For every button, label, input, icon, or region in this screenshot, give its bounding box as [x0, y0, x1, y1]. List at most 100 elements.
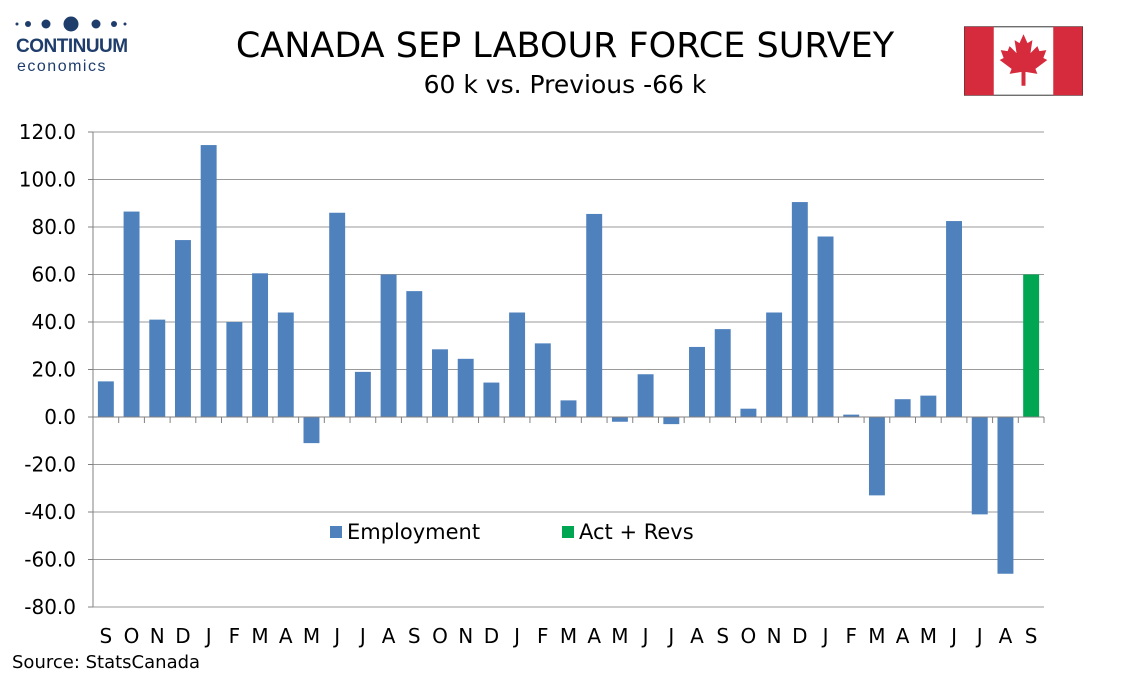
employment-bar: [174, 240, 191, 417]
y-axis-ticks: -80.0 -60.0 -40.0 -20.0 0.0 20.0 40.0 60.0 80.0 1…: [19, 120, 76, 619]
employment-bar: [149, 319, 166, 417]
x-tick-label: N: [767, 624, 782, 648]
employment-bar: [586, 213, 603, 417]
employment-bar: [663, 417, 680, 425]
legend-swatch: [330, 526, 342, 538]
employment-bar: [740, 408, 757, 417]
x-tick-label: D: [484, 624, 499, 648]
employment-bar: [689, 346, 705, 417]
x-tick-label: S: [1025, 624, 1038, 648]
employment-bar: [946, 221, 963, 417]
employment-bar: [894, 399, 911, 417]
x-tick-label: A: [999, 624, 1013, 648]
y-tick-label: 120.0: [19, 120, 76, 144]
source-note: Source: StatsCanada: [12, 652, 201, 673]
employment-bar: [971, 417, 988, 515]
x-tick-label: F: [845, 624, 857, 648]
act-revs-bar: [1023, 274, 1040, 417]
x-tick-label: M: [868, 624, 885, 648]
employment-bar: [560, 400, 577, 417]
x-tick-label: S: [99, 624, 112, 648]
y-tick-label: 80.0: [31, 215, 76, 239]
legend-swatch: [562, 526, 574, 538]
x-tick-label: J: [204, 624, 212, 648]
employment-bar: [637, 374, 654, 417]
employment-bar: [380, 274, 397, 417]
continuum-logo: CONTINUUM economics: [14, 14, 134, 76]
employment-bar: [714, 329, 731, 417]
x-tick-label: M: [251, 624, 268, 648]
employment-bar: [303, 417, 320, 444]
x-tick-label: A: [587, 624, 601, 648]
x-tick-label: J: [821, 624, 829, 648]
employment-bar: [920, 395, 937, 417]
employment-bar: [457, 358, 474, 417]
x-tick-label: A: [690, 624, 704, 648]
x-tick-label: M: [920, 624, 937, 648]
bars: [97, 145, 1040, 574]
employment-bar: [432, 349, 448, 417]
x-tick-label: J: [666, 624, 674, 648]
employment-bar: [483, 382, 500, 417]
x-tick-label: S: [408, 624, 421, 648]
employment-bar: [534, 343, 551, 417]
employment-bar: [252, 273, 269, 417]
legend-label: Employment: [347, 520, 480, 544]
x-tick-label: J: [641, 624, 649, 648]
x-tick-label: O: [741, 624, 757, 648]
employment-bar: [97, 381, 114, 417]
canada-flag-icon: [964, 26, 1083, 96]
x-tick-label: D: [792, 624, 807, 648]
employment-bar: [354, 371, 371, 417]
employment-bar: [277, 312, 294, 417]
x-tick-label: M: [303, 624, 320, 648]
y-tick-label: -80.0: [24, 595, 76, 619]
y-tick-label: -60.0: [24, 548, 76, 572]
axes: [92, 132, 1045, 607]
x-tick-label: M: [611, 624, 628, 648]
x-tick-label: D: [175, 624, 190, 648]
employment-bar: [997, 417, 1014, 574]
employment-bar: [406, 291, 423, 417]
employment-bar: [226, 322, 243, 417]
y-tick-label: -40.0: [24, 500, 76, 524]
y-tick-label: 100.0: [19, 168, 76, 192]
chart-subtitle: 60 k vs. Previous -66 k: [423, 70, 707, 99]
x-tick-label: J: [332, 624, 340, 648]
employment-bar: [329, 212, 346, 417]
logo-sub-text: economics: [17, 58, 107, 75]
x-tick-label: O: [124, 624, 140, 648]
x-tick-label: J: [975, 624, 983, 648]
employment-bar: [123, 211, 140, 417]
employment-bar: [791, 202, 808, 417]
x-tick-label: A: [382, 624, 396, 648]
y-tick-label: 60.0: [31, 263, 76, 287]
legend: Employment Act + Revs: [330, 520, 694, 544]
employment-bar: [868, 417, 885, 496]
logo-dots-icon: [15, 16, 127, 32]
y-tick-label: 40.0: [31, 310, 76, 334]
y-tick-label: 20.0: [31, 358, 76, 382]
x-tick-label: N: [458, 624, 473, 648]
x-tick-label: M: [560, 624, 577, 648]
employment-bar: [611, 417, 628, 422]
employment-bar: [766, 312, 783, 417]
x-tick-label: J: [512, 624, 520, 648]
legend-label: Act + Revs: [579, 520, 694, 544]
employment-bar: [509, 312, 526, 417]
x-tick-label: S: [716, 624, 729, 648]
chart-title: CANADA SEP LABOUR FORCE SURVEY: [235, 26, 895, 66]
x-tick-label: F: [229, 624, 241, 648]
employment-bar: [200, 145, 217, 417]
x-tick-label: N: [150, 624, 165, 648]
employment-bar: [817, 236, 834, 417]
x-tick-label: A: [896, 624, 910, 648]
x-tick-label: J: [358, 624, 366, 648]
x-tick-label: O: [432, 624, 448, 648]
logo-brand-text: CONTINUUM: [16, 36, 128, 57]
x-tick-label: A: [279, 624, 293, 648]
x-tick-label: J: [949, 624, 957, 648]
y-tick-label: -20.0: [24, 453, 76, 477]
